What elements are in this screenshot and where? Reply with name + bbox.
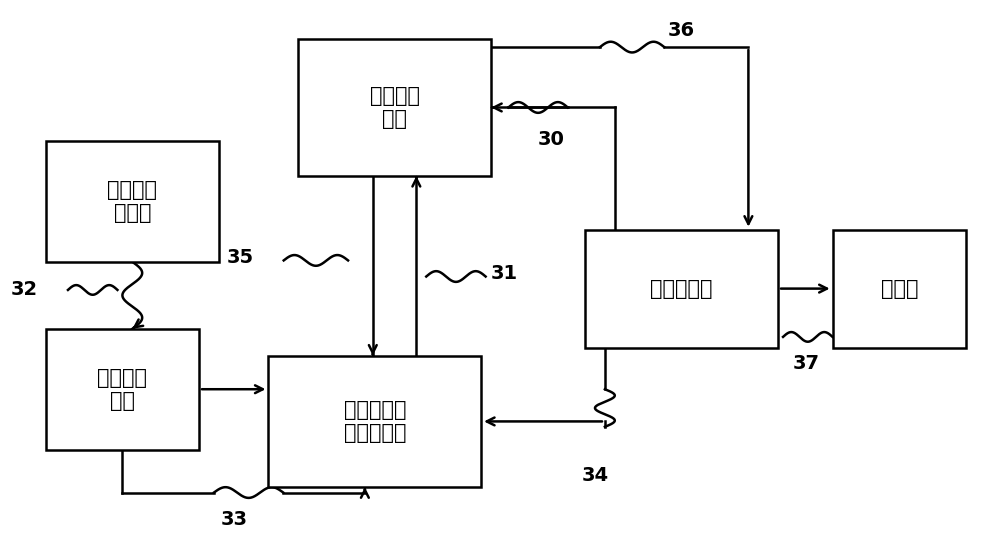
Text: 33: 33: [220, 510, 247, 529]
Text: 37: 37: [793, 354, 820, 373]
Text: 计算机: 计算机: [881, 278, 918, 299]
Text: 36: 36: [667, 21, 694, 40]
Text: 光纤耦合
模块: 光纤耦合 模块: [97, 368, 147, 411]
FancyBboxPatch shape: [46, 141, 219, 262]
FancyBboxPatch shape: [46, 329, 199, 450]
Text: 微型双光子
显微镜探头: 微型双光子 显微镜探头: [344, 400, 406, 443]
Text: 32: 32: [11, 281, 38, 299]
Text: 34: 34: [581, 465, 609, 485]
Text: 30: 30: [538, 130, 565, 149]
FancyBboxPatch shape: [268, 356, 481, 487]
Text: 扫描控制器: 扫描控制器: [650, 278, 713, 299]
Text: 荧光收集
装置: 荧光收集 装置: [370, 86, 420, 129]
FancyBboxPatch shape: [585, 229, 778, 348]
Text: 31: 31: [491, 264, 518, 283]
FancyBboxPatch shape: [298, 39, 491, 176]
Text: 35: 35: [227, 248, 254, 267]
Text: 飞秒脉冲
激光器: 飞秒脉冲 激光器: [107, 180, 157, 223]
FancyBboxPatch shape: [833, 229, 966, 348]
